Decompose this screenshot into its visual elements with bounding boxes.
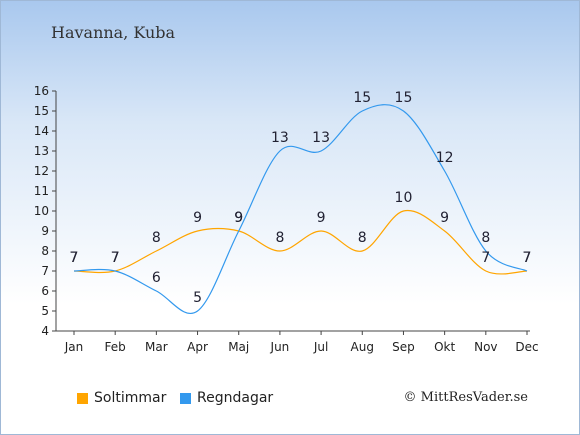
data-label-rain: 6: [152, 270, 161, 286]
y-tick-label: 11: [34, 184, 49, 198]
chart-title: Havanna, Kuba: [51, 23, 176, 42]
x-tick-label: Dec: [515, 340, 538, 354]
legend-swatch-sun: [77, 392, 88, 404]
y-tick-label: 8: [41, 244, 49, 258]
data-label-sun: 10: [395, 190, 413, 206]
legend-label-sun: Soltimmar: [94, 390, 167, 406]
data-label-rain: 7: [111, 250, 120, 266]
x-tick-label: Okt: [434, 340, 455, 354]
x-tick-label: Jul: [313, 340, 328, 354]
legend-item-rain: Regndagar: [180, 390, 273, 406]
y-tick-label: 9: [41, 224, 49, 238]
data-label-sun: 7: [523, 250, 532, 266]
data-label-rain: 5: [193, 290, 202, 306]
legend-swatch-rain: [180, 392, 191, 404]
x-tick-label: Sep: [392, 340, 415, 354]
data-label-sun: 7: [70, 250, 79, 266]
data-label-rain: 15: [353, 90, 371, 106]
x-tick-label: Maj: [228, 340, 249, 354]
x-tick-label: Jan: [64, 340, 84, 354]
y-tick-label: 10: [34, 204, 49, 218]
y-tick-label: 4: [41, 324, 49, 338]
y-tick-label: 7: [41, 264, 49, 278]
y-tick-label: 6: [41, 284, 49, 298]
y-tick-label: 5: [41, 304, 49, 318]
data-label-rain: 8: [481, 230, 490, 246]
data-label-sun: 8: [152, 230, 161, 246]
data-label-rain: 7: [523, 250, 532, 266]
data-label-rain: 13: [312, 130, 330, 146]
data-label-sun: 9: [440, 210, 449, 226]
x-tick-label: Mar: [145, 340, 168, 354]
legend-label-rain: Regndagar: [197, 390, 274, 406]
data-label-sun: 7: [481, 250, 490, 266]
y-tick-label: 12: [34, 164, 49, 178]
data-label-sun: 9: [317, 210, 326, 226]
series-line-rain: [73, 104, 528, 314]
data-label-sun: 8: [275, 230, 284, 246]
y-tick-label: 16: [34, 84, 49, 98]
data-label-rain: 15: [395, 90, 413, 106]
x-tick-label: Apr: [187, 340, 208, 354]
legend-item-sun: Soltimmar: [77, 390, 166, 406]
series-line-sun: [73, 209, 528, 275]
data-label-rain: 13: [271, 130, 289, 146]
y-tick-label: 13: [34, 144, 49, 158]
data-label-sun: 9: [193, 210, 202, 226]
data-label-sun: 9: [234, 210, 243, 226]
x-tick-label: Feb: [105, 340, 126, 354]
x-tick-label: Aug: [351, 340, 374, 354]
data-label-rain: 9: [234, 210, 243, 226]
x-tick-label: Jun: [270, 340, 290, 354]
data-label-sun: 8: [358, 230, 367, 246]
x-tick-label: Nov: [474, 340, 497, 354]
data-label-sun: 7: [111, 250, 120, 266]
y-tick-label: 14: [34, 124, 49, 138]
y-tick-label: 15: [34, 104, 49, 118]
data-label-rain: 7: [70, 250, 79, 266]
data-label-rain: 12: [436, 150, 454, 166]
copyright-text: © MittResVader.se: [403, 390, 528, 405]
